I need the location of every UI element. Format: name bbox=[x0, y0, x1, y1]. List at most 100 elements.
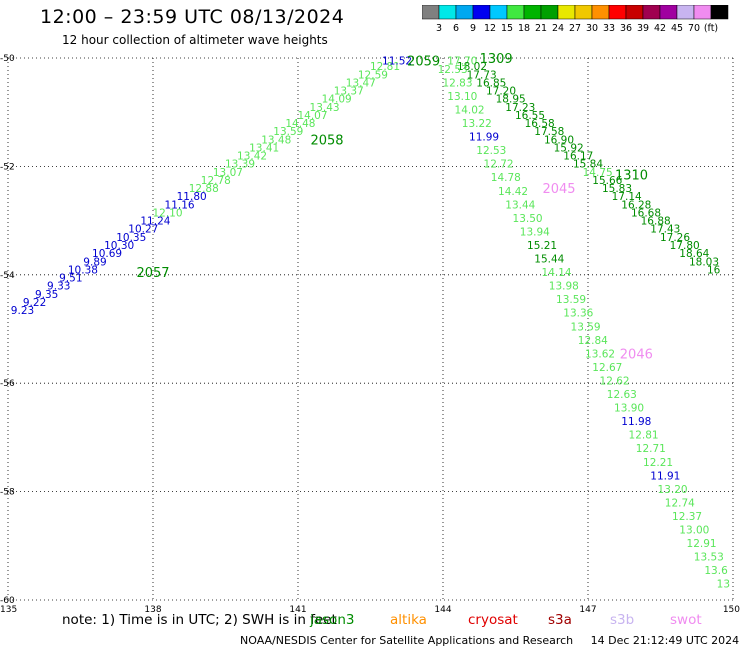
legend-s3a: s3a bbox=[548, 612, 572, 628]
x-tick-label: 135 bbox=[0, 605, 17, 615]
colorbar-label: 42 bbox=[654, 23, 666, 34]
colorbar-label: 33 bbox=[603, 23, 615, 34]
swh-value: 11.80 bbox=[177, 191, 207, 203]
swh-value: 13.90 bbox=[614, 403, 644, 415]
track-id-label: 1310 bbox=[615, 169, 648, 184]
swh-value: 15.21 bbox=[527, 240, 557, 252]
swh-value: 12.78 bbox=[201, 175, 231, 187]
swh-value: 16.58 bbox=[525, 118, 555, 130]
swh-value: 18.03 bbox=[689, 256, 719, 268]
y-tick-label: -52 bbox=[0, 162, 15, 172]
colorbar-label: 39 bbox=[637, 23, 649, 34]
colorbar-label: 9 bbox=[470, 23, 476, 34]
swh-value: 10.35 bbox=[116, 232, 146, 244]
swh-value: 14.07 bbox=[297, 110, 327, 122]
colorbar-label: 30 bbox=[586, 23, 598, 34]
y-tick-label: -58 bbox=[0, 488, 15, 498]
colorbar-label: 24 bbox=[552, 23, 564, 34]
swh-value: 17.80 bbox=[670, 240, 700, 252]
x-tick-label: 141 bbox=[289, 605, 306, 615]
swh-value: 12.62 bbox=[600, 375, 630, 387]
swh-value: 12.53 bbox=[438, 64, 468, 76]
swh-value: 12.63 bbox=[607, 389, 637, 401]
swh-value: 13.37 bbox=[334, 86, 364, 98]
chart-title: 12:00 – 23:59 UTC 08/13/2024 bbox=[40, 6, 345, 28]
swh-value: 13.53 bbox=[694, 552, 724, 564]
swh-value: 13.59 bbox=[556, 294, 586, 306]
swh-value: 13.39 bbox=[225, 159, 255, 171]
swh-value: 12.59 bbox=[358, 69, 388, 81]
swh-value: 13.59 bbox=[273, 126, 303, 138]
swh-value: 13.98 bbox=[549, 281, 579, 293]
swh-value: 15.92 bbox=[554, 142, 584, 154]
swh-value: 12.21 bbox=[643, 457, 673, 469]
swh-value: 17.14 bbox=[612, 191, 642, 203]
swh-value: 13.44 bbox=[505, 199, 535, 211]
colorbar-label: 45 bbox=[671, 23, 683, 34]
track: 17.7018.0217.7316.8517.2018.9517.2316.55… bbox=[447, 56, 720, 277]
y-tick-label: -60 bbox=[0, 596, 15, 606]
colorbar-label: 15 bbox=[501, 23, 513, 34]
colorbar-label: 3 bbox=[436, 23, 442, 34]
swh-value: 12.53 bbox=[476, 145, 506, 157]
swh-value: 15.83 bbox=[602, 183, 632, 195]
swh-value: 10.38 bbox=[68, 264, 98, 276]
color-scale-bar: 3 6 9 12 15 18 21 24 27 30 33 36 39 42 45 70 (ft) bbox=[422, 5, 729, 34]
swh-value: 11.16 bbox=[165, 199, 195, 211]
swh-value: 13.43 bbox=[310, 102, 340, 114]
swh-value: 17.58 bbox=[534, 126, 564, 138]
colorbar-label: 18 bbox=[518, 23, 530, 34]
track-id-label: 2045 bbox=[542, 182, 575, 197]
swh-value: 15.44 bbox=[534, 254, 564, 266]
swh-value: 18.64 bbox=[679, 248, 709, 260]
swh-value: 16.85 bbox=[476, 77, 506, 89]
footer-org: NOAA/NESDIS Center for Satellite Applica… bbox=[240, 634, 574, 647]
swh-value: 13.94 bbox=[520, 226, 550, 238]
track-id-label: 1309 bbox=[480, 52, 513, 67]
swh-value: 13.00 bbox=[679, 525, 709, 537]
swh-value: 16.17 bbox=[563, 151, 593, 163]
colorbar-label: 36 bbox=[620, 23, 632, 34]
swh-value: 9.51 bbox=[59, 273, 82, 285]
swh-value: 9.23 bbox=[11, 305, 34, 317]
track-id-label: 2059 bbox=[407, 55, 440, 70]
swh-value: 11.98 bbox=[621, 416, 651, 428]
swh-value: 13.20 bbox=[658, 484, 688, 496]
swh-value: 10.69 bbox=[92, 248, 122, 260]
y-tick-label: -50 bbox=[0, 54, 15, 64]
swh-value: 16.68 bbox=[631, 207, 661, 219]
track-id-label: 2046 bbox=[620, 347, 653, 362]
gridlines bbox=[7, 57, 734, 601]
swh-value: 13.62 bbox=[585, 348, 615, 360]
x-tick-label: 150 bbox=[723, 605, 740, 615]
x-tick-label: 147 bbox=[579, 605, 596, 615]
swh-value: 11.52 bbox=[382, 56, 412, 68]
swh-value: 17.43 bbox=[650, 224, 680, 236]
colorbar-label: 27 bbox=[569, 23, 581, 34]
swh-value: 16.55 bbox=[515, 110, 545, 122]
swh-value: 12.67 bbox=[592, 362, 622, 374]
swh-value: 14.75 bbox=[583, 167, 613, 179]
swh-value: 12.84 bbox=[578, 335, 608, 347]
swh-value: 14.14 bbox=[542, 267, 572, 279]
swh-value: 12.81 bbox=[629, 430, 659, 442]
swh-value: 18.02 bbox=[457, 61, 487, 73]
swh-value: 12.83 bbox=[442, 77, 472, 89]
legend-cryosat: cryosat bbox=[468, 612, 518, 628]
legend-s3b: s3b bbox=[610, 612, 635, 628]
colorbar-swatch bbox=[710, 5, 729, 20]
chart-subtitle: 12 hour collection of altimeter wave hei… bbox=[62, 33, 328, 47]
swh-value: 12.88 bbox=[189, 183, 219, 195]
swh-value: 9.89 bbox=[83, 256, 106, 268]
legend-altika: altika bbox=[390, 612, 427, 628]
swh-value: 13.47 bbox=[346, 77, 376, 89]
swh-value: 9.35 bbox=[35, 289, 58, 301]
colorbar-label: (ft) bbox=[704, 23, 718, 34]
swh-value: 17.26 bbox=[660, 232, 690, 244]
swh-value: 16.28 bbox=[621, 199, 651, 211]
colorbar-label: 70 bbox=[688, 23, 700, 34]
swh-value: 15.66 bbox=[592, 175, 622, 187]
swh-value: 12.37 bbox=[672, 511, 702, 523]
swh-value: 17.70 bbox=[447, 56, 477, 68]
swh-value: 10.27 bbox=[128, 224, 158, 236]
